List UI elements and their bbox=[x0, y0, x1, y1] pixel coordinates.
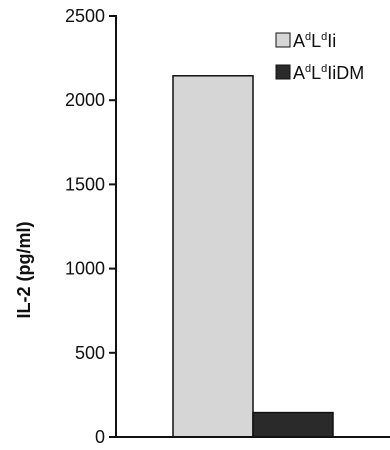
y-tick-label: 2000 bbox=[65, 90, 105, 110]
y-tick-label: 500 bbox=[75, 343, 105, 363]
legend-swatch-adldiidm bbox=[275, 64, 291, 80]
bar-adldiidm bbox=[252, 411, 334, 438]
y-tick-label: 2500 bbox=[65, 6, 105, 26]
bars bbox=[172, 75, 334, 438]
legend-label-adldiidm: AdLdIiDM bbox=[293, 63, 364, 83]
y-tick-label: 1000 bbox=[65, 259, 105, 279]
y-axis-ticks: 0 500 1000 1500 2000 2500 bbox=[65, 6, 116, 447]
y-axis-title: IL-2 (pg/ml) bbox=[14, 222, 34, 319]
y-tick-label: 0 bbox=[95, 427, 105, 447]
legend-label-adldii: AdLdIi bbox=[293, 31, 336, 51]
legend-entry-adldiidm: AdLdIiDM bbox=[275, 63, 364, 83]
y-tick-label: 1500 bbox=[65, 174, 105, 194]
legend-swatch-adldii bbox=[275, 32, 291, 48]
legend-entry-adldii: AdLdIi bbox=[275, 31, 336, 51]
bar-adldii bbox=[172, 75, 254, 438]
legend: AdLdIi AdLdIiDM bbox=[275, 31, 364, 83]
